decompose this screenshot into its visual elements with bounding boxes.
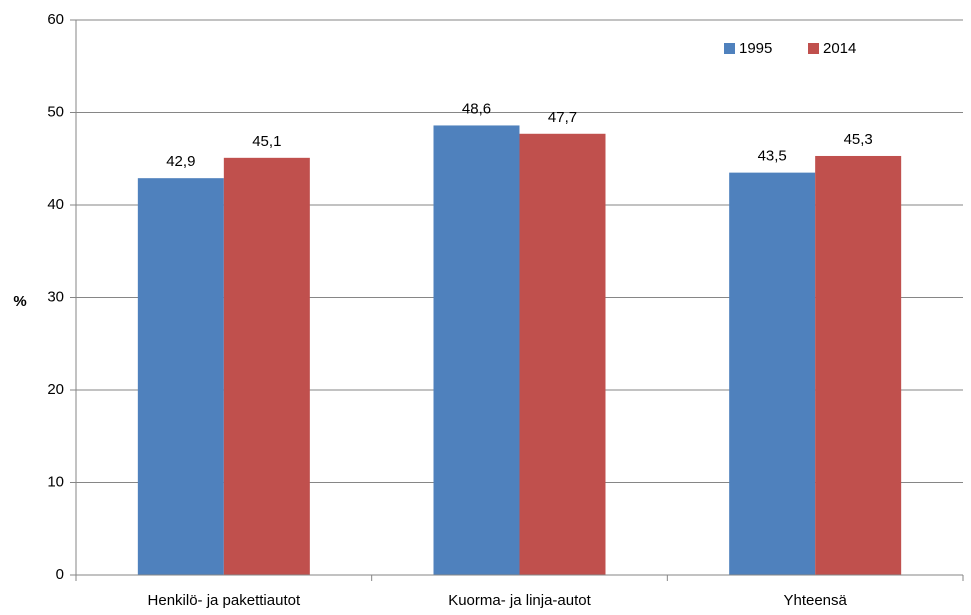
y-tick-label: 20	[47, 381, 64, 398]
legend-swatch	[808, 43, 819, 54]
data-label: 42,9	[166, 153, 195, 170]
data-labels: 42,9 45,1 48,6 47,7 43,5 45,3	[166, 100, 873, 170]
bar	[815, 155, 902, 575]
y-axis-label: %	[13, 293, 26, 310]
data-label: 45,3	[844, 131, 873, 148]
legend-swatch	[724, 43, 735, 54]
data-label: 47,7	[548, 109, 577, 126]
bar	[223, 157, 310, 575]
y-tick-label: 50	[47, 103, 64, 120]
y-tick-label: 40	[47, 196, 64, 213]
y-tick-label: 60	[47, 11, 64, 28]
data-label: 48,6	[462, 100, 491, 117]
data-label: 45,1	[252, 133, 281, 150]
bar	[137, 178, 224, 576]
bar	[729, 172, 816, 575]
bar	[519, 133, 606, 575]
legend: 1995 2014	[724, 40, 856, 57]
bars	[137, 125, 902, 576]
x-category-label: Kuorma- ja linja-autot	[448, 592, 591, 609]
x-category-label: Yhteensä	[783, 592, 847, 609]
data-label: 43,5	[758, 148, 787, 165]
axes: 0 10 20 30 40 50 60 Henkilö- ja pakettiautot Kuo…	[47, 11, 964, 609]
legend-label: 2014	[823, 40, 856, 57]
x-category-label: Henkilö- ja pakettiautot	[148, 592, 301, 609]
y-tick-label: 30	[47, 288, 64, 305]
y-tick-label: 0	[56, 566, 64, 583]
y-tick-label: 10	[47, 473, 64, 490]
bar	[433, 125, 520, 575]
legend-label: 1995	[739, 40, 772, 57]
